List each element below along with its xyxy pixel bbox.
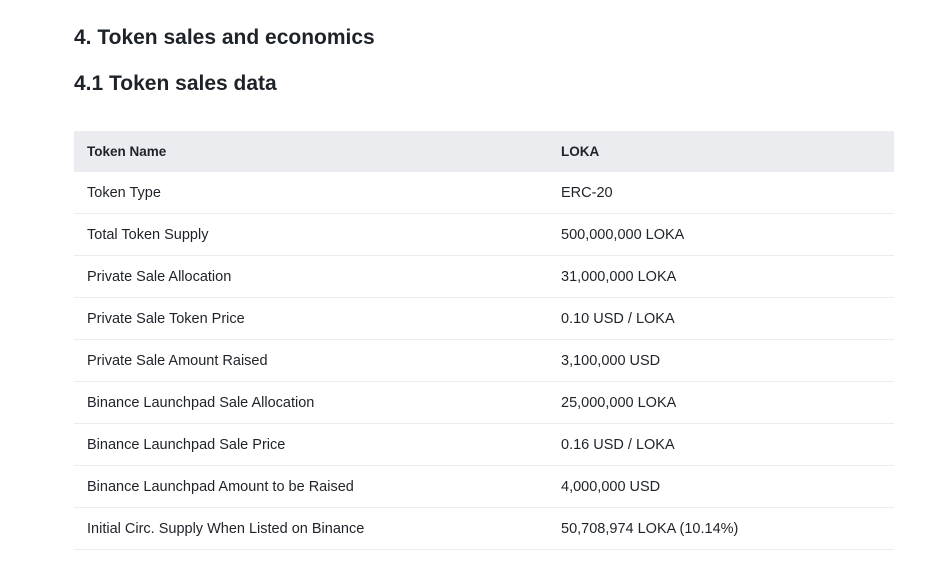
row-label: Binance Launchpad Sale Price: [87, 436, 286, 453]
row-label: Private Sale Allocation: [87, 268, 232, 285]
header-cell-name: Token Name: [87, 144, 167, 159]
section-heading: 4. Token sales and economics: [74, 26, 375, 49]
row-label: Binance Launchpad Amount to be Raised: [87, 478, 354, 495]
subsection-heading: 4.1 Token sales data: [74, 72, 277, 95]
table-header-row: Token Name LOKA: [74, 131, 894, 172]
table-row: Binance Launchpad Amount to be Raised 4,…: [74, 466, 894, 508]
row-value: 500,000,000 LOKA: [561, 226, 685, 243]
table-row: Private Sale Amount Raised 3,100,000 USD: [74, 340, 894, 382]
table-row: Binance Launchpad Sale Allocation 25,000…: [74, 382, 894, 424]
row-label: Binance Launchpad Sale Allocation: [87, 394, 315, 411]
row-value: ERC-20: [561, 184, 613, 201]
row-label: Private Sale Token Price: [87, 310, 245, 327]
header-cell-value: LOKA: [561, 144, 600, 159]
row-label: Initial Circ. Supply When Listed on Bina…: [87, 520, 365, 537]
row-value: 4,000,000 USD: [561, 478, 661, 495]
row-value: 50,708,974 LOKA (10.14%): [561, 520, 739, 537]
row-value: 0.16 USD / LOKA: [561, 436, 675, 453]
table-row: Token Type ERC-20: [74, 172, 894, 214]
table-row: Private Sale Allocation 31,000,000 LOKA: [74, 256, 894, 298]
row-label: Token Type: [87, 184, 161, 201]
row-value: 3,100,000 USD: [561, 352, 661, 369]
token-sales-table: Token Name LOKA Token Type ERC-20 Total …: [74, 131, 894, 550]
table-row: Initial Circ. Supply When Listed on Bina…: [74, 508, 894, 550]
table-row: Private Sale Token Price 0.10 USD / LOKA: [74, 298, 894, 340]
row-value: 31,000,000 LOKA: [561, 268, 677, 285]
row-value: 0.10 USD / LOKA: [561, 310, 675, 327]
table-row: Total Token Supply 500,000,000 LOKA: [74, 214, 894, 256]
table-row: Binance Launchpad Sale Price 0.16 USD / …: [74, 424, 894, 466]
row-label: Private Sale Amount Raised: [87, 352, 268, 369]
row-label: Total Token Supply: [87, 226, 209, 243]
row-value: 25,000,000 LOKA: [561, 394, 677, 411]
